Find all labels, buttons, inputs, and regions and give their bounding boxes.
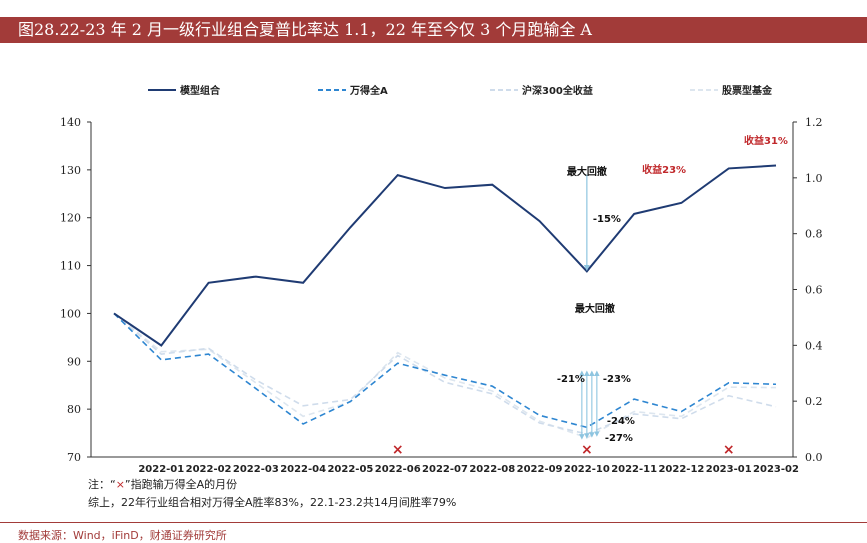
y-tick-label: 110 (60, 260, 81, 273)
x-tick-label: 2022-08 (469, 464, 515, 475)
y2-tick-label: 0.2 (805, 395, 823, 408)
legend-label: 股票型基金 (722, 84, 773, 97)
y2-tick-label: 0.6 (805, 284, 823, 297)
x-tick-label: 2022-07 (422, 464, 468, 475)
gain-23-label: 收益23% (642, 163, 686, 176)
page-title: 图28.22-23 年 2 月一级行业组合夏普比率达 1.1，22 年至今仅 3… (18, 20, 592, 39)
x-tick-label: 2023-02 (753, 464, 799, 475)
y-tick-label: 130 (60, 164, 81, 177)
max-drawdown-label-bottom: 最大回撤 (575, 302, 615, 315)
y2-tick-label: 1.0 (805, 172, 823, 185)
drawdown-fund2-label: -27% (605, 433, 633, 444)
gain-31-label: 收益31% (744, 134, 788, 147)
note-text: ”指跑输万得全A的月份 (124, 478, 238, 491)
x-tick-label: 2022-09 (517, 464, 563, 475)
y2-tick-label: 0.0 (805, 451, 823, 464)
note-cross-mark: × (115, 478, 125, 491)
y-tick-label: 70 (67, 451, 81, 464)
y-tick-label: 80 (67, 403, 81, 416)
drawdown-fund-label: -24% (607, 416, 635, 427)
note-open-quote: “ (110, 478, 116, 491)
legend-label: 沪深300全收益 (522, 84, 593, 97)
note-line-2: 综上，22年行业组合相对万得全A胜率83%，22.1-23.2共14月间胜率79… (88, 496, 457, 509)
series-line-1 (113, 312, 777, 429)
source-text: 数据来源：Wind，iFinD，财通证券研究所 (18, 529, 227, 542)
x-tick-label: 2022-10 (564, 464, 610, 475)
series-line-3 (113, 312, 777, 439)
x-tick-label: 2022-05 (327, 464, 373, 475)
x-tick-label: 2022-04 (280, 464, 326, 475)
series-line-2 (113, 312, 777, 435)
series-line-0 (113, 164, 777, 347)
x-tick-label: 2022-02 (186, 464, 232, 475)
drawdown-hs300-label: -23% (603, 374, 631, 385)
y-tick-label: 120 (60, 212, 81, 225)
legend-label: 万得全A (349, 84, 388, 97)
underperform-cross-mark: × (581, 442, 593, 458)
x-tick-label: 2022-01 (138, 464, 184, 475)
y-tick-label: 140 (60, 116, 81, 129)
drawdown-wind-label: -21% (557, 374, 585, 385)
y-tick-label: 100 (60, 307, 81, 320)
x-tick-label: 2022-12 (658, 464, 704, 475)
note-line-1: 注：“×”指跑输万得全A的月份 (88, 476, 237, 492)
x-tick-label: 2023-01 (706, 464, 752, 475)
y2-tick-label: 0.8 (805, 228, 823, 241)
note-prefix: 注： (88, 478, 110, 491)
x-tick-label: 2022-03 (233, 464, 279, 475)
underperform-cross-mark: × (392, 442, 404, 458)
underperform-cross-mark: × (723, 442, 735, 458)
drawdown-model-label: -15% (593, 214, 621, 225)
x-tick-label: 2022-06 (375, 464, 421, 475)
y2-tick-label: 1.2 (805, 116, 823, 129)
legend-label: 模型组合 (180, 84, 221, 97)
y-tick-label: 90 (67, 355, 81, 368)
x-tick-label: 2022-11 (611, 464, 657, 475)
title-bar: 图28.22-23 年 2 月一级行业组合夏普比率达 1.1，22 年至今仅 3… (0, 17, 867, 43)
source-divider (0, 522, 867, 523)
max-drawdown-label: 最大回撤 (567, 165, 607, 178)
y2-tick-label: 0.4 (805, 339, 823, 352)
